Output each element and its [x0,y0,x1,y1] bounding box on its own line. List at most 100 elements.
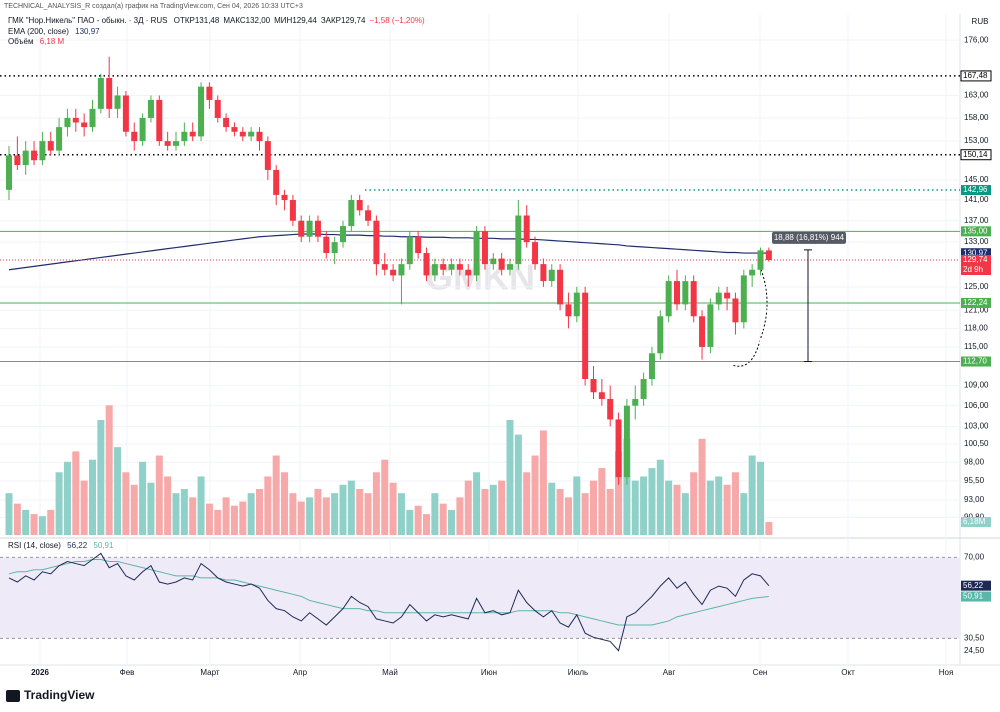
volume-bar [155,455,163,535]
volume-bar [314,489,322,535]
measure-label: 18,88 (16,81%) 944 [774,233,845,242]
y-tick-label: 153,00 [964,136,989,145]
candle-body [47,141,54,151]
candle-body [14,155,21,166]
level-badge [961,356,991,367]
volume-bar [13,503,21,535]
candle-body [481,231,488,265]
candle-body [557,269,564,305]
level-badge [960,70,992,82]
candle-body [699,316,706,347]
candle-body [765,250,772,261]
candle-body [89,108,96,128]
volume-bar [573,476,581,535]
candle-body [323,236,330,254]
candle-body [81,122,88,128]
y-tick-label: 163,00 [964,91,989,100]
rsi-ma-value: 50,91 [93,541,114,550]
volume-bar [623,438,631,535]
volume-bar [464,480,472,535]
volume-bar [381,459,389,535]
candle-body [214,99,221,118]
volume-bar [606,489,614,535]
candle-body [189,131,196,137]
candle-body [6,155,12,190]
candle-body [749,269,756,276]
volume-bar [55,472,63,535]
candle-body [31,150,38,161]
x-tick-label: Авг [663,668,676,677]
y-tick-label: 133,00 [964,237,989,246]
legend-volume: Объём 6,18 M [8,37,68,46]
ema-badge [961,248,991,259]
volume-bar [356,489,364,535]
volume-bar [648,468,656,535]
y-tick-label: 137,00 [964,216,989,225]
rsi-ma-badge-label: 50,91 [963,592,984,601]
volume-bar [47,509,55,535]
volume-bar [690,472,698,535]
volume-badge [961,517,991,528]
candle-body [448,264,455,270]
candle-body [39,141,46,161]
rsi-badge [961,580,991,591]
volume-bar [731,472,739,535]
candle-body [757,250,764,270]
level-badge [961,185,991,196]
volume-bar [389,482,397,535]
volume-bar [765,522,773,535]
candle-body [340,226,346,243]
ohlc-item: МАКС132,00 [223,16,271,25]
volume-bar [347,480,355,535]
candle-body [632,398,639,406]
rsi-ma-line [8,558,769,626]
candle-body [306,220,313,237]
candle-body [515,215,522,265]
rsi-tick-label: 24,50 [964,646,985,655]
volume-badge-label: 6,18M [963,517,986,526]
volume-bar [631,480,639,535]
volume-bar [331,493,339,535]
volume-bar [264,476,272,535]
volume-bar [715,476,723,535]
volume-bar [214,509,222,535]
candle-body [615,419,622,478]
credit: TECHNICAL_ANALYSIS_R создал(а) график на… [4,3,303,10]
volume-bar [539,430,547,535]
level-label: 150,14 [963,150,988,159]
last-price-badge [961,255,991,276]
candle-body [331,242,338,254]
y-tick-label: 121,00 [964,305,989,314]
ema-badge-label: 130,97 [963,248,988,257]
y-tick-label: 98,00 [964,457,985,466]
candle-body [440,264,447,270]
candle-body [264,141,271,170]
ohlc-legend: ОТКР131,48 МАКС132,00 МИН129,44 ЗАКР129,74−… [174,16,429,25]
x-tick-label: Ноя [939,668,954,677]
volume-bar [723,484,731,535]
volume-bar [306,497,314,535]
candle-body [431,264,438,276]
volume-bar [665,480,673,535]
level-label: 122,24 [963,298,988,307]
volume-bar [556,489,564,535]
candle-body [122,95,129,132]
volume-bar [431,493,439,535]
candle-body [598,392,605,399]
volume-bar [673,484,681,535]
y-tick-label: 90,80 [964,512,985,521]
volume-bar [506,420,514,535]
volume-bar [473,472,481,535]
x-tick-label: Фев [120,668,135,677]
volume-bar [615,451,623,535]
volume-bar [97,420,105,535]
volume-bar [164,476,172,535]
volume-value: 6,18 M [39,37,65,46]
candle-body [640,379,647,399]
rsi-tick-label: 70,00 [964,553,985,562]
candle-body [740,275,747,323]
y-tick-label: 118,00 [964,324,988,333]
volume-bar [122,472,130,535]
candle-body [281,194,288,201]
